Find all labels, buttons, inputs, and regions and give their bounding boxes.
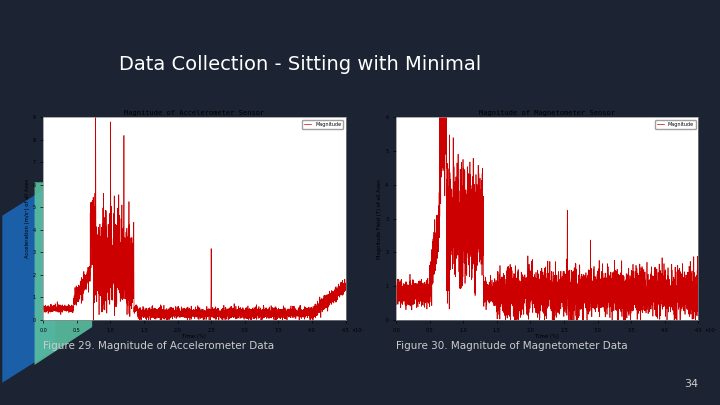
Magnitude bbox=[155, 314, 163, 319]
Line: Magnitude: Magnitude bbox=[43, 117, 346, 320]
Magnitude bbox=[678, 278, 687, 283]
Text: ×10⁴: ×10⁴ bbox=[704, 328, 717, 333]
Y-axis label: Acceleration (m/s²) of all Axes: Acceleration (m/s²) of all Axes bbox=[24, 179, 30, 258]
Text: Data Collection - Sitting with Minimal: Data Collection - Sitting with Minimal bbox=[119, 55, 481, 74]
Legend: Magnitude: Magnitude bbox=[654, 120, 696, 129]
Magnitude bbox=[501, 318, 510, 322]
X-axis label: Time (%): Time (%) bbox=[535, 334, 559, 339]
Magnitude bbox=[91, 115, 100, 120]
Text: ×10⁴: ×10⁴ bbox=[351, 328, 364, 333]
Magnitude bbox=[39, 305, 48, 310]
Magnitude bbox=[665, 288, 673, 292]
Magnitude bbox=[508, 268, 516, 273]
Text: Figure 29. Magnitude of Accelerometer Data: Figure 29. Magnitude of Accelerometer Da… bbox=[43, 341, 274, 351]
Title: Magnitude of Accelerometer Sensor: Magnitude of Accelerometer Sensor bbox=[125, 110, 264, 116]
Polygon shape bbox=[35, 182, 92, 365]
Magnitude bbox=[428, 282, 436, 287]
Text: Movement: Movement bbox=[119, 123, 222, 142]
Line: Magnitude: Magnitude bbox=[396, 111, 698, 320]
Magnitude bbox=[75, 290, 84, 295]
Magnitude bbox=[312, 310, 320, 315]
Magnitude bbox=[392, 288, 400, 292]
Magnitude bbox=[325, 296, 334, 301]
X-axis label: Time (%): Time (%) bbox=[182, 334, 207, 339]
Magnitude bbox=[694, 288, 703, 293]
Title: Magnitude of Magnetometer Sensor: Magnitude of Magnetometer Sensor bbox=[480, 110, 615, 116]
Magnitude bbox=[341, 283, 350, 288]
Magnitude bbox=[228, 313, 237, 318]
Polygon shape bbox=[2, 182, 55, 383]
Legend: Magnitude: Magnitude bbox=[302, 120, 343, 129]
Text: Figure 30. Magnitude of Magnetometer Data: Figure 30. Magnitude of Magnetometer Dat… bbox=[396, 341, 628, 351]
Magnitude bbox=[313, 309, 322, 314]
Y-axis label: Magnitude Field (T) of all Axes: Magnitude Field (T) of all Axes bbox=[377, 179, 382, 259]
Magnitude bbox=[666, 290, 675, 294]
Magnitude bbox=[89, 318, 98, 322]
Magnitude bbox=[581, 301, 590, 306]
Magnitude bbox=[436, 108, 444, 113]
Text: 34: 34 bbox=[684, 379, 698, 389]
